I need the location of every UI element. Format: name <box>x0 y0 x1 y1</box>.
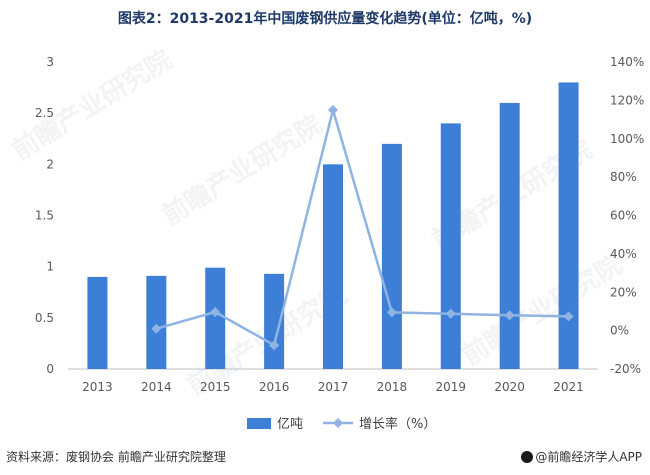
x-tick-label: 2014 <box>141 380 172 394</box>
left-tick-label: 2 <box>46 157 54 171</box>
brand-text: @前瞻经济学人APP <box>535 450 642 464</box>
bar <box>146 275 167 369</box>
line-point <box>563 311 574 322</box>
line-point <box>269 340 280 351</box>
x-tick-label: 2019 <box>436 380 467 394</box>
bar <box>87 276 108 369</box>
x-tick-label: 2017 <box>318 380 349 394</box>
bar <box>323 164 343 369</box>
right-tick-label: 120% <box>610 93 644 107</box>
bar <box>499 102 520 369</box>
bar <box>381 143 402 369</box>
source-note: 资料来源：废钢协会 前瞻产业研究院整理 <box>6 450 226 464</box>
left-tick-label: 1.5 <box>35 209 54 223</box>
x-tick-label: 2016 <box>259 380 290 394</box>
right-tick-label: 20% <box>610 285 637 299</box>
right-tick-label: -20% <box>610 362 641 376</box>
left-tick-label: 3 <box>46 55 54 69</box>
growth-line <box>155 108 569 347</box>
left-tick-label: 1 <box>46 260 54 274</box>
left-tick-label: 0 <box>46 362 54 376</box>
brand-label: @前瞻经济学人APP <box>521 448 642 465</box>
line-point <box>210 307 221 318</box>
line-series <box>151 104 574 351</box>
bar <box>440 123 461 370</box>
right-tick-label: 100% <box>610 132 644 146</box>
x-axis: 2013 2014 2015 2016 2017 2018 2019 2020 2021 <box>82 380 584 394</box>
line-point <box>445 308 456 319</box>
line-point <box>328 104 338 115</box>
legend-bar-label: 亿吨 <box>277 417 303 432</box>
legend: 亿吨 增长率（%） <box>247 416 436 432</box>
right-tick-label: 140% <box>610 55 644 69</box>
x-tick-label: 2018 <box>377 380 408 394</box>
x-tick-label: 2021 <box>553 380 584 394</box>
legend-line-marker <box>333 418 343 428</box>
legend-line-label: 增长率（%） <box>359 416 436 432</box>
bar <box>558 82 579 369</box>
legend-bar-swatch <box>247 418 271 429</box>
left-tick-label: 0.5 <box>35 311 54 325</box>
right-tick-label: 0% <box>610 324 629 338</box>
bar <box>205 267 226 369</box>
chart-title: 图表2：2013-2021年中国废钢供应量变化趋势(单位：亿吨，%) <box>117 11 533 27</box>
x-tick-label: 2015 <box>200 380 231 394</box>
line-point <box>504 310 515 321</box>
bar-series <box>87 82 579 370</box>
right-tick-label: 40% <box>610 247 637 261</box>
right-tick-label: 60% <box>610 209 637 223</box>
x-tick-label: 2013 <box>82 380 113 394</box>
right-tick-label: 80% <box>610 170 637 184</box>
left-axis: 0 0.5 1 1.5 2 2.5 3 <box>35 55 54 376</box>
line-point <box>386 307 397 318</box>
left-tick-label: 2.5 <box>35 106 54 120</box>
line-point <box>151 323 162 334</box>
brand-logo-icon <box>521 451 534 463</box>
x-tick-label: 2020 <box>494 380 525 394</box>
right-axis: -20% 0% 20% 40% 60% 80% 100% 120% 140% <box>610 55 644 376</box>
